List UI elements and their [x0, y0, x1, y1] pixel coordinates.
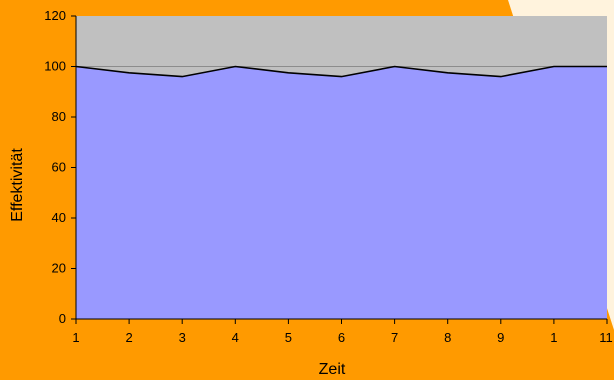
- area-fill-series-0: [76, 66, 607, 319]
- x-tick-label-5: 6: [338, 330, 345, 345]
- y-axis-title: Effektivität: [9, 148, 26, 222]
- x-tick-label-8: 9: [497, 330, 504, 345]
- series-line-0: [75, 65, 607, 78]
- x-tick-label-0: 1: [72, 330, 79, 345]
- series-area: [75, 65, 607, 319]
- x-tick-label-1: 2: [125, 330, 132, 345]
- y-tick-label-40: 40: [52, 210, 66, 225]
- y-tick-label-20: 20: [52, 261, 66, 276]
- y-tick-label-0: 0: [59, 311, 66, 326]
- y-tick-label-60: 60: [52, 160, 66, 175]
- y-tick-labels: 0 20 40 60 80 100 120: [44, 8, 76, 326]
- x-tick-label-10: 11: [599, 330, 613, 345]
- x-tick-labels: 1 2 3 4 5 6 7 8 9 1 11: [72, 319, 613, 345]
- x-axis-title: Zeit: [319, 361, 346, 378]
- x-tick-label-3: 4: [232, 330, 239, 345]
- y-tick-label-120: 120: [44, 8, 66, 23]
- x-tick-label-9: 1: [550, 330, 557, 345]
- x-tick-label-2: 3: [179, 330, 186, 345]
- y-tick-label-80: 80: [52, 109, 66, 124]
- x-tick-label-4: 5: [285, 330, 292, 345]
- x-tick-label-7: 8: [444, 330, 451, 345]
- y-tick-label-100: 100: [44, 59, 66, 74]
- x-tick-label-6: 7: [391, 330, 398, 345]
